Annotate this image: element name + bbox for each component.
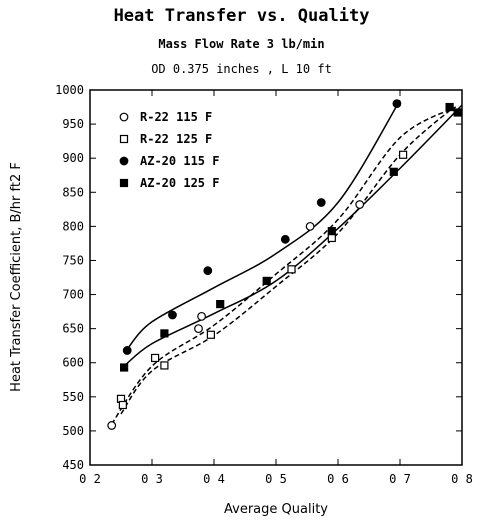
data-point-series-1 (197, 311, 207, 321)
data-point-series-3 (280, 234, 290, 244)
chart-subtitle-dimensions: OD 0.375 inches , L 10 ft (151, 62, 332, 76)
data-points (107, 99, 462, 430)
legend-marker-3 (119, 156, 129, 166)
legend-marker-1 (119, 112, 129, 122)
x-tick-label: 0 6 (327, 472, 349, 486)
legend-label-1: R-22 115 F (140, 110, 212, 124)
y-tick-label: 550 (62, 390, 84, 404)
legend-label-4: AZ-20 125 F (140, 176, 219, 190)
y-tick-label: 450 (62, 458, 84, 472)
data-point-series-1 (107, 421, 117, 430)
y-tick-label: 900 (62, 151, 84, 165)
fit-curve-1 (111, 106, 457, 425)
x-axis: 0 2 0 3 0 4 0 5 0 6 0 7 0 8 (79, 90, 473, 486)
x-axis-label: Average Quality (224, 502, 328, 517)
fit-curves (111, 99, 463, 425)
chart-title: Heat Transfer vs. Quality (113, 6, 370, 26)
y-tick-label: 500 (62, 424, 84, 438)
legend-label-2: R-22 125 F (140, 132, 212, 146)
data-point-series-3 (203, 266, 213, 276)
data-point-series-3 (392, 99, 402, 109)
fit-curve-3 (126, 99, 401, 350)
data-point-series-4 (327, 227, 336, 236)
data-point-series-4 (453, 108, 462, 117)
data-point-series-2 (327, 233, 336, 243)
data-point-series-4 (262, 276, 271, 286)
legend-marker-4 (119, 178, 129, 188)
y-tick-label: 650 (62, 322, 84, 336)
data-point-series-4 (389, 167, 398, 176)
data-point-series-2 (151, 353, 160, 363)
fit-curve-4 (123, 104, 463, 367)
data-point-series-3 (122, 346, 132, 355)
y-tick-label: 600 (62, 356, 84, 370)
legend: R-22 115 F R-22 125 F AZ-20 115 F AZ-20 125… (119, 110, 219, 190)
data-point-series-2 (206, 330, 215, 339)
data-point-series-4 (216, 299, 225, 309)
y-tick-label: 850 (62, 185, 84, 199)
y-tick-label: 800 (62, 219, 84, 233)
data-point-series-1 (194, 324, 203, 334)
legend-label-3: AZ-20 115 F (140, 154, 219, 168)
legend-marker-2 (119, 134, 129, 144)
data-point-series-4 (445, 102, 454, 112)
data-point-series-2 (118, 400, 127, 410)
x-tick-label: 0 5 (265, 472, 287, 486)
data-point-series-4 (119, 363, 129, 372)
y-tick-label: 750 (62, 253, 84, 267)
x-tick-label: 0 4 (203, 472, 225, 486)
y-axis: 450 500 550 600 650 700 750 800 850 900 950 1000 (55, 83, 462, 472)
y-axis-label: Heat Transfer Coefficient, B/hr ft2 F (9, 162, 24, 392)
x-tick-label: 0 7 (389, 472, 411, 486)
y-tick-label: 1000 (55, 83, 84, 97)
data-point-series-3 (316, 198, 326, 207)
plot-frame (89, 89, 463, 466)
data-point-series-1 (305, 221, 315, 231)
x-tick-label: 0 2 (79, 472, 101, 486)
x-tick-label: 0 8 (451, 472, 473, 486)
y-tick-label: 700 (62, 288, 84, 302)
y-tick-label: 950 (62, 117, 84, 131)
data-point-series-1 (355, 200, 365, 209)
chart-subtitle-flow-rate: Mass Flow Rate 3 lb/min (158, 37, 325, 51)
data-point-series-2 (399, 150, 408, 159)
data-point-series-3 (168, 310, 177, 320)
data-point-series-4 (160, 329, 169, 338)
data-point-series-2 (160, 361, 169, 370)
x-tick-label: 0 3 (141, 472, 163, 486)
data-point-series-2 (287, 265, 296, 274)
